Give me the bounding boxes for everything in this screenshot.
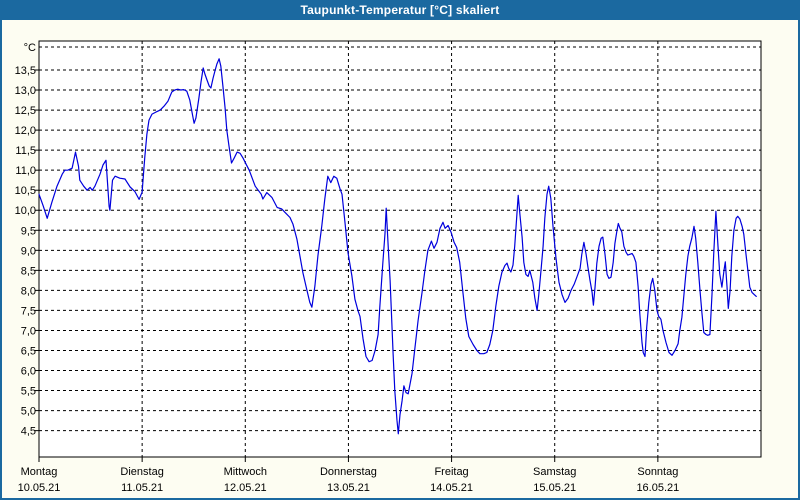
x-date-label: 12.05.21 [224, 482, 267, 494]
x-axis-labels: Montag 10.05.21 Dienstag 11.05.21 Mittwoch 12… [18, 466, 680, 494]
x-date-label: 15.05.21 [533, 482, 576, 494]
y-tick-label: 8,5 [21, 265, 36, 277]
x-day-label: Mittwoch [224, 466, 267, 478]
x-date-label: 10.05.21 [18, 482, 61, 494]
x-date-label: 14.05.21 [430, 482, 473, 494]
x-date-label: 16.05.21 [636, 482, 679, 494]
y-tick-label: 9,5 [21, 225, 36, 237]
plot-area [39, 41, 761, 457]
x-gridlines [38, 41, 659, 462]
plot-frame [38, 40, 762, 458]
window-title: Taupunkt-Temperatur [°C] skaliert [300, 3, 500, 17]
y-tick-marks [35, 69, 39, 432]
y-tick-label: 7,0 [21, 325, 36, 337]
y-tick-label: 11,0 [15, 165, 36, 177]
y-gridlines [39, 46, 761, 432]
x-date-label: 13.05.21 [327, 482, 370, 494]
y-tick-label: 5,0 [21, 406, 36, 418]
y-tick-label: 4,5 [21, 426, 36, 438]
x-day-label: Sonntag [637, 466, 678, 478]
dewpoint-series-line [38, 58, 757, 435]
x-day-label: Samstag [533, 466, 576, 478]
x-day-label: Donnerstag [320, 466, 377, 478]
y-tick-label: 13,5 [15, 65, 36, 77]
y-tick-label: 8,0 [21, 285, 36, 297]
y-tick-label: 13,0 [15, 85, 36, 97]
y-tick-label: 6,0 [21, 366, 36, 378]
y-tick-label: 6,5 [21, 345, 36, 357]
dewpoint-chart: 13,5 13,0 12,5 12,0 11,5 11,0 10,5 10,0 9,5 9,0 8,… [15, 40, 762, 494]
y-tick-label: 11,5 [15, 145, 36, 157]
y-tick-label: 5,5 [21, 386, 36, 398]
y-axis-labels: 13,5 13,0 12,5 12,0 11,5 11,0 10,5 10,0 9,5 9,0 8,… [15, 65, 36, 438]
x-date-label: 11.05.21 [121, 482, 163, 494]
y-tick-label: 9,0 [21, 245, 36, 257]
x-day-label: Montag [21, 466, 58, 478]
y-tick-label: 12,5 [15, 105, 36, 117]
y-tick-label: 7,5 [21, 305, 36, 317]
x-day-label: Freitag [434, 466, 468, 478]
y-tick-label: 10,0 [15, 205, 36, 217]
window-titlebar: Taupunkt-Temperatur [°C] skaliert [0, 0, 800, 20]
x-day-label: Dienstag [120, 466, 163, 478]
y-tick-label: 12,0 [15, 125, 36, 137]
y-axis-unit-label: °C [24, 42, 36, 54]
y-tick-label: 10,5 [15, 185, 36, 197]
